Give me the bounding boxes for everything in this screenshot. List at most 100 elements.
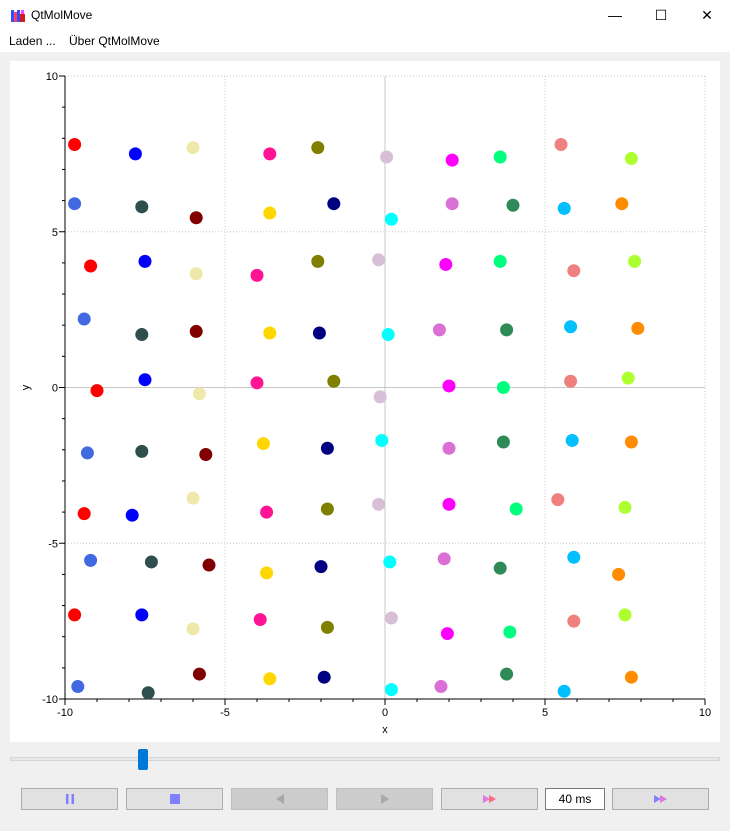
data-point — [381, 328, 395, 342]
data-point — [621, 371, 635, 385]
x-tick-label: -5 — [220, 707, 230, 719]
data-point — [503, 625, 517, 639]
data-point — [384, 683, 398, 697]
data-point — [135, 444, 149, 458]
step-back-button[interactable] — [231, 788, 328, 810]
data-point — [493, 254, 507, 268]
step-back-icon — [275, 794, 284, 804]
data-point — [125, 508, 139, 522]
data-point — [260, 505, 274, 519]
y-tick-label: 0 — [52, 383, 58, 395]
chart-panel: -10 -5 0 5 10 -10 -5 0 5 10 x y — [10, 61, 720, 742]
data-point — [500, 323, 514, 337]
data-point — [375, 433, 389, 447]
data-point — [135, 608, 149, 622]
frame-slider-track[interactable] — [10, 757, 720, 761]
data-point — [253, 613, 267, 627]
data-point — [68, 197, 82, 211]
x-axis-label: x — [382, 724, 388, 736]
data-point — [263, 206, 277, 220]
data-point — [141, 686, 155, 700]
x-tick-label: -10 — [57, 707, 73, 719]
data-point — [434, 680, 448, 694]
data-point — [77, 507, 91, 521]
minimize-icon: — — [608, 7, 622, 23]
data-point — [372, 253, 386, 267]
interval-field[interactable]: 40 ms — [545, 788, 605, 810]
data-point — [442, 379, 456, 393]
close-button[interactable]: ✕ — [684, 0, 730, 31]
data-point — [618, 608, 632, 622]
x-tick-label: 0 — [382, 707, 388, 719]
data-point — [199, 447, 213, 461]
data-point — [128, 147, 142, 161]
data-point — [631, 321, 645, 335]
data-point — [320, 620, 334, 634]
stop-button[interactable] — [126, 788, 223, 810]
data-point — [618, 500, 632, 514]
data-point — [138, 373, 152, 387]
data-point — [442, 497, 456, 511]
maximize-icon: ☐ — [654, 7, 668, 23]
data-point — [68, 138, 82, 152]
data-point — [383, 555, 397, 569]
data-point — [327, 374, 341, 388]
data-point — [564, 374, 578, 388]
scatter-chart: -10 -5 0 5 10 -10 -5 0 5 10 x y — [20, 71, 711, 736]
data-point — [624, 152, 638, 166]
data-point — [84, 259, 98, 273]
data-point — [440, 627, 454, 641]
data-point — [250, 268, 264, 282]
app-icon — [11, 10, 25, 22]
data-point — [445, 153, 459, 167]
y-tick-label: 5 — [52, 227, 58, 239]
data-point — [263, 672, 277, 686]
data-point — [189, 211, 203, 225]
data-point — [500, 667, 514, 681]
data-point — [380, 150, 394, 164]
data-point — [496, 435, 510, 449]
data-point — [384, 212, 398, 226]
fastest-forward-button[interactable] — [612, 788, 709, 810]
y-tick-label: 10 — [46, 71, 58, 83]
data-point — [384, 611, 398, 625]
maximize-button[interactable]: ☐ — [638, 0, 684, 31]
data-point — [312, 326, 326, 340]
data-point — [557, 201, 571, 215]
data-point — [372, 497, 386, 511]
fastest-forward-icon — [653, 795, 667, 803]
data-point — [138, 254, 152, 268]
data-point — [189, 324, 203, 338]
step-forward-button[interactable] — [336, 788, 433, 810]
window-title: QtMolMove — [31, 8, 93, 22]
title-bar: QtMolMove — ☐ ✕ — [0, 0, 730, 31]
data-point — [551, 493, 565, 507]
minimize-button[interactable]: — — [592, 0, 638, 31]
data-point — [90, 384, 104, 398]
data-point — [445, 197, 459, 211]
data-point — [260, 566, 274, 580]
data-point — [311, 141, 325, 155]
data-point — [317, 670, 331, 684]
data-point — [432, 323, 446, 337]
data-point — [628, 254, 642, 268]
data-point — [557, 684, 571, 698]
menu-about[interactable]: Über QtMolMove — [69, 34, 160, 48]
fast-forward-button[interactable] — [441, 788, 538, 810]
menu-load[interactable]: Laden ... — [9, 34, 56, 48]
data-point — [373, 390, 387, 404]
data-point — [186, 141, 200, 155]
close-icon: ✕ — [701, 7, 713, 23]
data-point — [311, 254, 325, 268]
data-point — [256, 437, 270, 451]
data-point — [71, 680, 85, 694]
data-point — [186, 622, 200, 636]
frame-slider-handle[interactable] — [138, 749, 148, 770]
stop-icon — [169, 794, 180, 804]
data-point — [567, 614, 581, 628]
data-point — [564, 320, 578, 334]
pause-button[interactable] — [21, 788, 118, 810]
data-point — [320, 441, 334, 455]
menu-bar: Laden ... Über QtMolMove — [0, 31, 730, 52]
data-point — [263, 326, 277, 340]
